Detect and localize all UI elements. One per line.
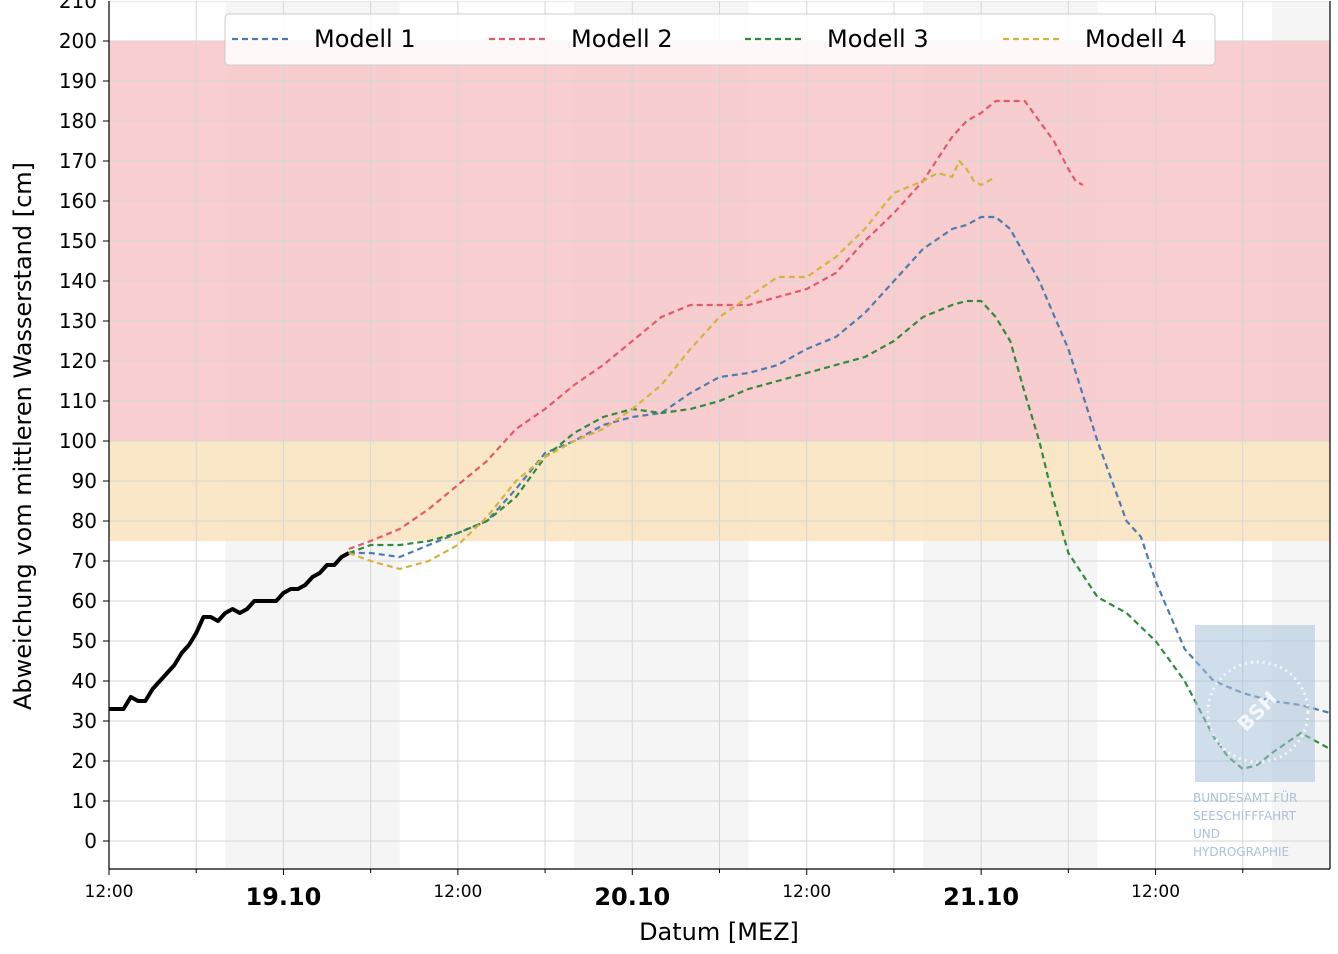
watermark-line-4: HYDROGRAPHIE xyxy=(1193,845,1289,859)
axes: 0 10 20 30 40 50 60 70 80 90 100 110 120 130 140 150 160… xyxy=(59,0,1331,911)
x-tick-label-3: 20.10 xyxy=(594,883,670,911)
x-axis-label: Datum [MEZ] xyxy=(639,918,799,946)
observed-line xyxy=(109,551,350,711)
x-tick-label-4: 12:00 xyxy=(782,882,831,902)
watermark-logo-ring xyxy=(1206,660,1310,764)
legend-label-1: Modell 1 xyxy=(314,25,416,53)
x-tick-label-0: 12:00 xyxy=(85,882,134,902)
y-tick-label-20: 200 xyxy=(59,29,97,53)
y-tick-label-2: 20 xyxy=(72,749,97,773)
y-tick-label-19: 190 xyxy=(59,69,97,93)
y-tick-label-11: 110 xyxy=(59,389,97,413)
y-tick-label-18: 180 xyxy=(59,109,97,133)
y-tick-label-13: 130 xyxy=(59,309,97,333)
x-tick-label-1: 19.10 xyxy=(245,883,321,911)
y-tick-label-14: 140 xyxy=(59,269,97,293)
y-tick-label-1: 10 xyxy=(72,789,97,813)
y-tick-label-6: 60 xyxy=(72,589,97,613)
y-tick-label-0: 0 xyxy=(84,829,97,853)
watermark-line-1: BUNDESAMT FÜR xyxy=(1193,789,1297,805)
grid-lines xyxy=(109,1,1330,869)
y-tick-label-4: 40 xyxy=(72,669,97,693)
legend-label-2: Modell 2 xyxy=(571,25,673,53)
x-tick-label-2: 12:00 xyxy=(433,882,482,902)
y-tick-label-3: 30 xyxy=(72,709,97,733)
legend-label-3: Modell 3 xyxy=(827,25,929,53)
series-line-modell-1 xyxy=(348,215,1330,715)
y-tick-label-8: 80 xyxy=(72,509,97,533)
x-tick-label-6: 12:00 xyxy=(1131,882,1180,902)
y-tick-label-7: 70 xyxy=(72,549,97,573)
watermark-line-2: SEESCHIFFFAHRT xyxy=(1193,809,1297,823)
y-tick-label-17: 170 xyxy=(59,149,97,173)
x-tick-label-5: 21.10 xyxy=(943,883,1019,911)
series-line-modell-3 xyxy=(348,299,1330,771)
legend: Modell 1 Modell 2 Modell 3 Modell 4 xyxy=(224,13,1216,66)
watermark-line-3: UND xyxy=(1193,827,1220,841)
legend-box xyxy=(224,13,1216,66)
y-tick-label-9: 90 xyxy=(72,469,97,493)
y-tick-label-16: 160 xyxy=(59,189,97,213)
y-tick-label-5: 50 xyxy=(72,629,97,653)
series-line-modell-4 xyxy=(348,159,997,571)
y-tick-label-top: 210 xyxy=(59,0,97,13)
series-lines xyxy=(109,99,1330,771)
y-axis-label: Abweichung vom mittleren Wasserstand [cm… xyxy=(9,162,37,710)
watermark-box xyxy=(1195,625,1315,782)
series-line-modell-2 xyxy=(348,99,1084,551)
legend-label-4: Modell 4 xyxy=(1085,25,1187,53)
y-tick-label-12: 120 xyxy=(59,349,97,373)
y-tick-label-10: 100 xyxy=(59,429,97,453)
y-tick-label-15: 150 xyxy=(59,229,97,253)
bsh-watermark: BSH BUNDESAMT FÜR SEESCHIFFFAHRT UND HYD… xyxy=(1193,625,1315,859)
